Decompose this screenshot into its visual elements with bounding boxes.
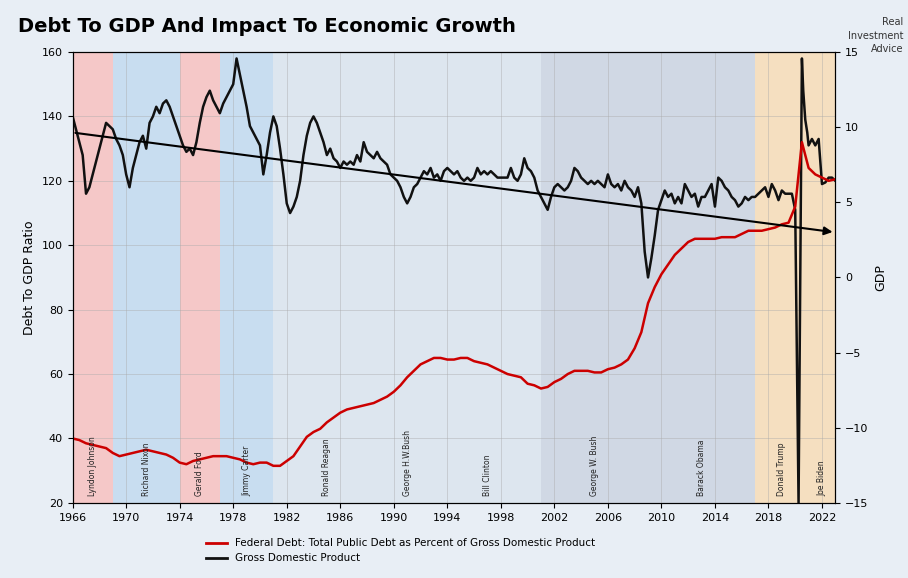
Bar xyxy=(755,52,809,503)
Bar xyxy=(809,52,835,503)
Bar xyxy=(434,52,541,503)
Text: Jimmy Carter: Jimmy Carter xyxy=(242,446,252,497)
Text: Bill Clinton: Bill Clinton xyxy=(483,455,492,497)
Bar xyxy=(220,52,273,503)
Bar xyxy=(648,52,755,503)
Text: Richard Nixon: Richard Nixon xyxy=(142,443,151,497)
Text: George H.W.Bush: George H.W.Bush xyxy=(402,431,411,497)
Text: Real
Investment
Advice: Real Investment Advice xyxy=(848,17,903,54)
Bar xyxy=(113,52,180,503)
Bar xyxy=(73,52,113,503)
Text: Gerald Ford: Gerald Ford xyxy=(195,451,204,497)
Text: Lyndon Johnson: Lyndon Johnson xyxy=(88,436,97,497)
Text: Barack Obama: Barack Obama xyxy=(697,440,706,497)
Y-axis label: GDP: GDP xyxy=(874,264,887,291)
Bar xyxy=(541,52,648,503)
Text: Joe Biden: Joe Biden xyxy=(817,461,826,497)
Text: Donald Trump: Donald Trump xyxy=(777,443,786,497)
Legend: Federal Debt: Total Public Debt as Percent of Gross Domestic Product, Gross Dome: Federal Debt: Total Public Debt as Perce… xyxy=(202,534,599,568)
Bar xyxy=(180,52,220,503)
Text: Ronald Reagan: Ronald Reagan xyxy=(322,439,331,497)
Text: Debt To GDP And Impact To Economic Growth: Debt To GDP And Impact To Economic Growt… xyxy=(18,17,516,36)
Text: George W. Bush: George W. Bush xyxy=(590,436,599,497)
Y-axis label: Debt To GDP Ratio: Debt To GDP Ratio xyxy=(24,220,36,335)
Bar xyxy=(273,52,380,503)
Bar xyxy=(380,52,434,503)
